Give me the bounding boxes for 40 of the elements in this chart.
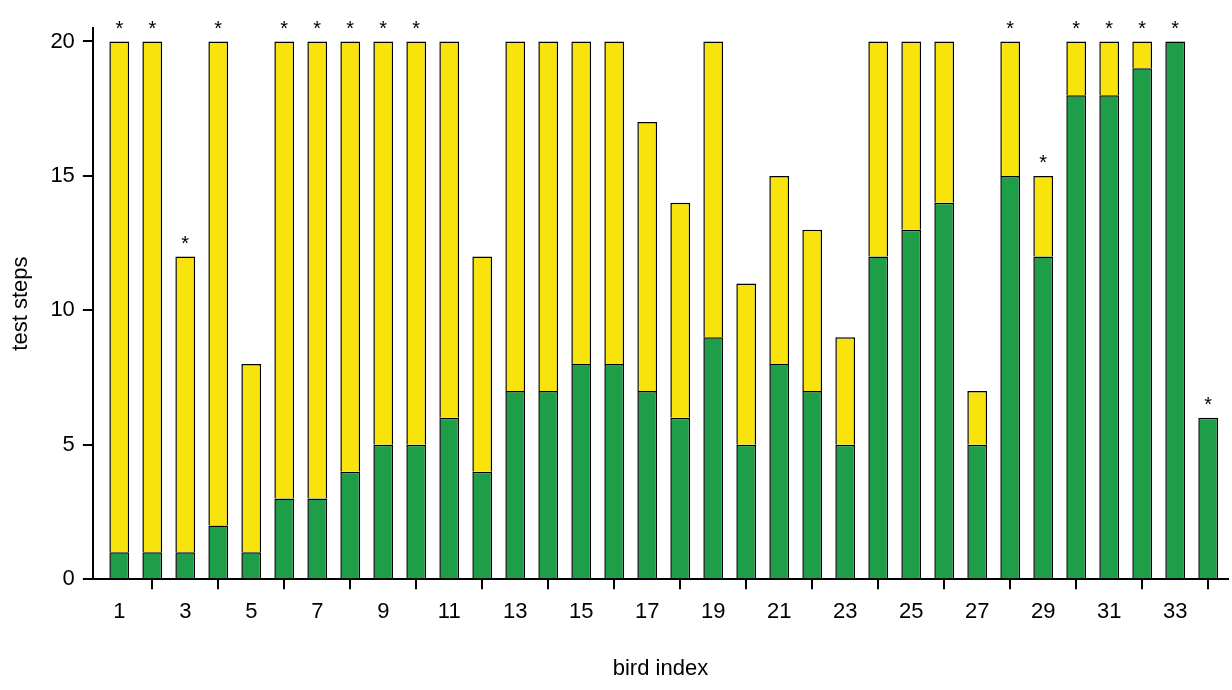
x-tick-label: 19 — [700, 598, 726, 624]
annotation: * — [1105, 16, 1114, 39]
x-tick-label: 5 — [245, 598, 258, 624]
annotation: * — [1072, 16, 1081, 39]
annotation: * — [379, 16, 388, 39]
x-tick-label: 25 — [898, 598, 924, 624]
y-tick-label: 10 — [50, 296, 75, 322]
x-tick-label: 27 — [964, 598, 990, 624]
annotation: * — [280, 16, 289, 39]
annotation: * — [148, 16, 157, 39]
y-tick-label: 15 — [50, 161, 75, 187]
x-tick-label: 15 — [569, 598, 594, 624]
x-tick-label: 33 — [1162, 598, 1188, 624]
x-tick-label: 3 — [179, 598, 192, 624]
annotation: * — [346, 16, 355, 39]
y-tick-label: 20 — [50, 27, 75, 53]
annotation: * — [115, 16, 124, 39]
x-tick-label: 1 — [113, 598, 126, 624]
y-tick-label: 5 — [62, 430, 75, 456]
annotation: * — [1138, 16, 1147, 39]
annotation: * — [313, 16, 322, 39]
x-tick-label: 29 — [1030, 598, 1056, 624]
x-tick-label: 31 — [1096, 598, 1122, 624]
x-tick-label: 7 — [311, 598, 324, 624]
annotation: * — [1171, 16, 1180, 39]
annotation: * — [412, 16, 421, 39]
y-axis-title: test steps — [7, 256, 33, 351]
x-tick-label: 13 — [503, 598, 528, 624]
x-tick-label: 23 — [832, 598, 858, 624]
y-tick-label: 0 — [62, 565, 75, 591]
annotation: * — [1039, 151, 1048, 174]
annotation: * — [181, 232, 190, 255]
annotation: * — [214, 16, 223, 39]
annotation: * — [1204, 393, 1213, 416]
x-tick-label: 21 — [766, 598, 792, 624]
annotation: * — [1006, 16, 1015, 39]
x-tick-label: 9 — [377, 598, 390, 624]
x-tick-label: 11 — [437, 598, 461, 624]
x-axis-title: bird index — [612, 654, 709, 680]
x-tick-label: 17 — [634, 598, 660, 624]
